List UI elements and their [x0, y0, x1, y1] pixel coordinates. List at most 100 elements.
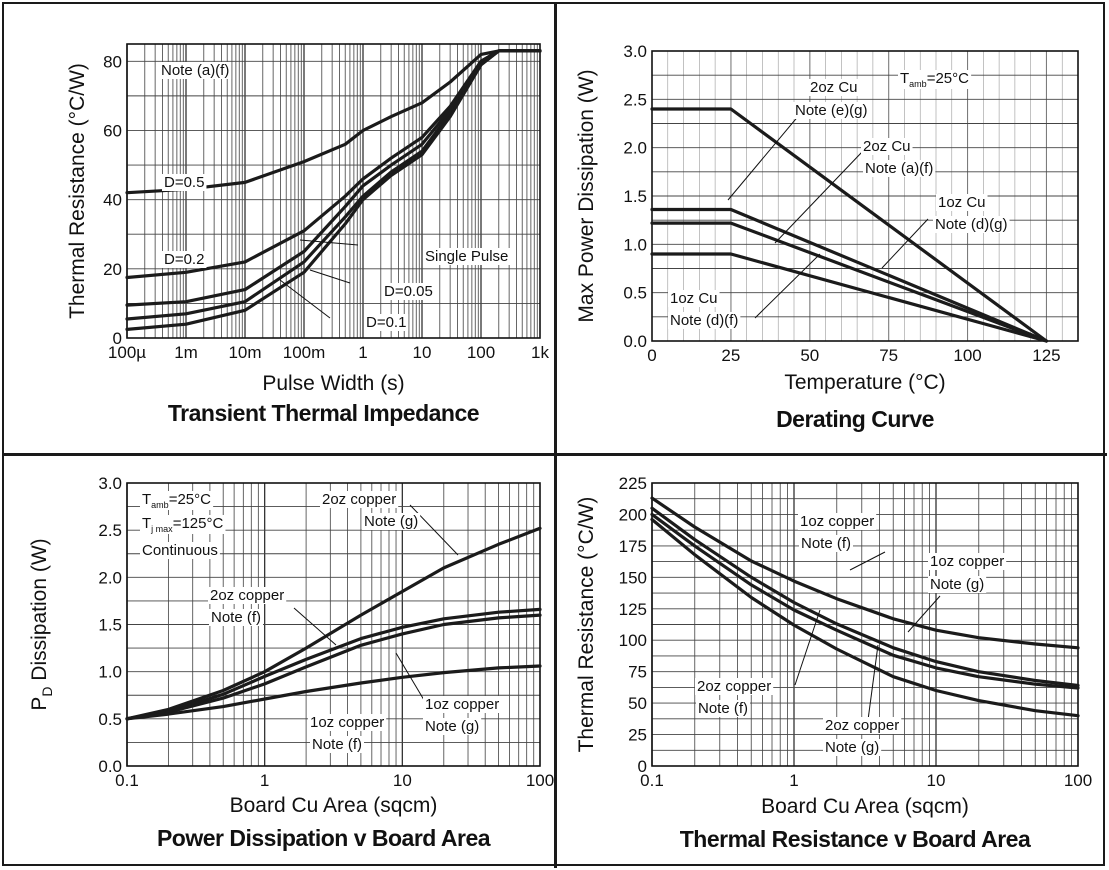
annotation-bg	[310, 736, 365, 753]
series-line-4	[125, 664, 542, 721]
annotation-label: Single Pulse	[425, 248, 508, 265]
y-tick-label: 25	[628, 726, 647, 745]
chart-thermal-resistance-v-board-area: 1oz copper Note (f) 1oz copper Note (g) 2oz …	[575, 474, 1092, 852]
annotation-leader	[279, 279, 331, 319]
annotation-bg	[798, 513, 877, 530]
annotation-bg	[696, 700, 751, 717]
y-tick-label: 175	[619, 537, 647, 556]
annotation-bg	[208, 587, 287, 604]
x-tick-label: 1	[789, 771, 798, 790]
annotation-bg	[928, 553, 1007, 570]
vertical-divider	[554, 2, 557, 868]
annotation-bg	[364, 314, 409, 331]
series-line-3	[125, 613, 542, 721]
annotation-leader	[907, 595, 941, 633]
annotation-bg	[863, 160, 936, 177]
series-line-1	[650, 496, 1080, 650]
annotation-leader	[754, 253, 821, 319]
x-tick-label: 125	[1032, 346, 1060, 365]
series-line-1	[125, 49, 542, 195]
y-tick-label: 0.5	[623, 284, 647, 303]
annotation-bg	[209, 609, 264, 626]
y-tick-label: 150	[619, 568, 647, 587]
annotation-bg	[799, 535, 854, 552]
annotation-bg	[793, 102, 870, 119]
y-axis-label: Thermal Resistance (°C/W)	[575, 497, 598, 753]
y-tick-label: 40	[103, 191, 122, 210]
annotation-label: D=0.05	[384, 283, 433, 300]
annotation-label: Tj max=125°C	[142, 515, 223, 534]
annotation-label: Note (f)	[801, 535, 851, 552]
series-line-3	[650, 512, 1080, 690]
x-tick-label: 10	[413, 343, 432, 362]
chart-power-dissipation-v-board-area: 2oz copper Note (g) 2oz copper Note (f) 1oz …	[28, 474, 554, 851]
annotation-label: Note (g)	[364, 513, 418, 530]
annotation-bg	[140, 491, 214, 510]
annotation-label: 2oz copper	[697, 678, 771, 695]
series-line-4	[650, 517, 1080, 718]
y-tick-label: 0.5	[98, 710, 122, 729]
x-tick-label: 100µ	[108, 343, 146, 362]
series-line-1	[650, 107, 1048, 343]
annotation-bg	[823, 717, 902, 734]
y-tick-label: 0.0	[98, 757, 122, 776]
x-tick-label: 0.1	[115, 771, 139, 790]
plot-area-border	[126, 43, 541, 339]
y-tick-label: 1.0	[623, 235, 647, 254]
annotation-label: Note (d)(f)	[670, 312, 738, 329]
annotation-label: 1oz copper	[930, 553, 1004, 570]
annotation-label: 1oz copper	[425, 696, 499, 713]
annotation-label: Note (f)	[211, 609, 261, 626]
annotation-label-sub: amb	[909, 79, 927, 89]
annotation-label-rest: =25°C	[927, 70, 969, 87]
x-tick-label: 100	[953, 346, 981, 365]
chart-title: Thermal Resistance v Board Area	[680, 826, 1031, 852]
y-tick-label: 60	[103, 121, 122, 140]
annotation-label-sub: amb	[151, 500, 169, 510]
plot-area-border	[126, 482, 541, 767]
series-line-2	[125, 607, 542, 721]
series-line-5	[125, 49, 542, 331]
annotation-label: Note (a)(f)	[161, 62, 229, 79]
x-axis-label: Pulse Width (s)	[262, 372, 404, 395]
x-tick-label: 75	[879, 346, 898, 365]
chart-title: Derating Curve	[776, 406, 934, 432]
chart-title: Power Dissipation v Board Area	[157, 825, 491, 851]
series-line-2	[650, 506, 1080, 688]
series-line-1	[125, 526, 542, 721]
annotation-bg	[668, 290, 720, 307]
y-tick-label: 75	[628, 663, 647, 682]
annotation-label: Note (g)	[825, 739, 879, 756]
plot-area-border	[651, 482, 1079, 767]
y-axis-label: PD Dissipation (W)	[28, 538, 55, 710]
annotation-bg	[140, 542, 220, 559]
annotation-label: 1oz copper	[800, 513, 874, 530]
annotation-label: Note (f)	[698, 700, 748, 717]
chart-derating-curve: 2oz Cu Note (e)(g) 2oz Cu Note (a)(f) 1oz Cu…	[575, 42, 1079, 432]
annotation-bg	[162, 174, 207, 191]
annotation-label: D=0.1	[366, 314, 406, 331]
annotation-leader	[293, 607, 337, 646]
annotation-label-base: T	[142, 515, 151, 532]
annotations: 2oz Cu Note (e)(g) 2oz Cu Note (a)(f) 1oz Cu…	[668, 70, 1010, 329]
series-line-4	[650, 252, 1048, 343]
annotations: 2oz copper Note (g) 2oz copper Note (f) 1oz …	[140, 491, 502, 753]
x-tick-label: 10	[393, 771, 412, 790]
annotation-label: 2oz copper	[322, 491, 396, 508]
x-tick-label: 100	[1064, 771, 1092, 790]
annotation-bg	[808, 79, 860, 96]
series-line-3	[650, 221, 1048, 343]
chart-title: Transient Thermal Impedance	[168, 400, 479, 426]
annotation-leader	[881, 218, 929, 269]
x-tick-label: 10	[927, 771, 946, 790]
y-tick-label: 1.5	[623, 187, 647, 206]
annotation-bg	[668, 312, 741, 329]
annotation-label: Note (e)(g)	[795, 102, 868, 119]
x-axis-label: Board Cu Area (sqcm)	[230, 794, 438, 817]
annotation-label: Note (g)	[425, 718, 479, 735]
x-tick-label: 1k	[531, 343, 549, 362]
x-axis-label: Temperature (°C)	[784, 371, 945, 394]
y-tick-label: 0	[638, 757, 647, 776]
